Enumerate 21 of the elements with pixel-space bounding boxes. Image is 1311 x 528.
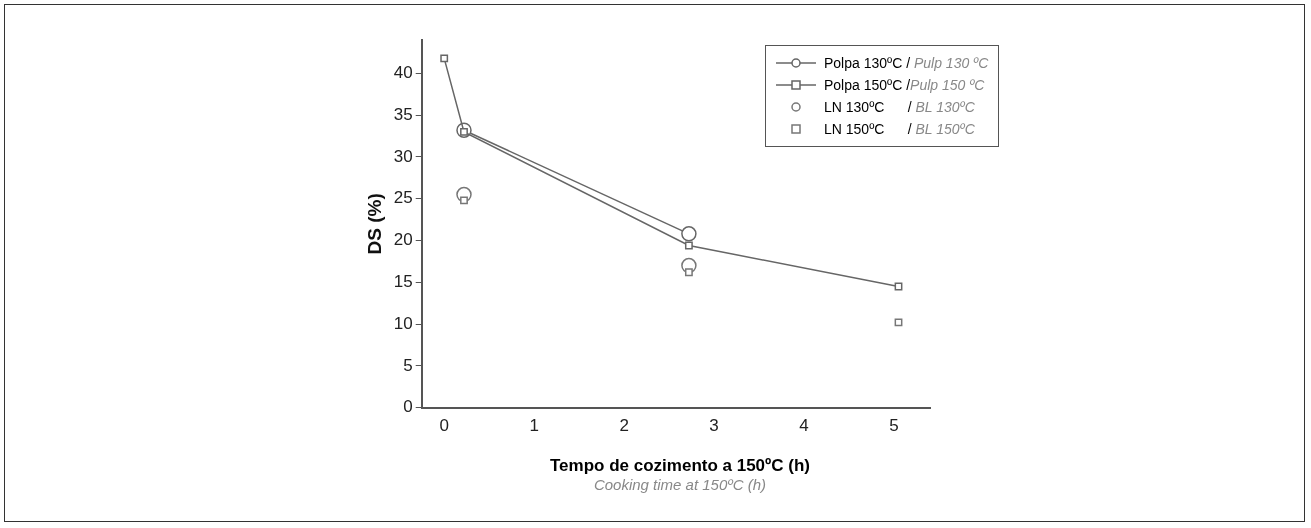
x-tick-label: 5 xyxy=(889,416,899,436)
y-tick-label: 20 xyxy=(393,230,413,250)
legend-label: LN 130ºC / BL 130ºC xyxy=(824,99,975,115)
legend-label: Polpa 150ºC /Pulp 150 ºC xyxy=(824,77,985,93)
legend-label: Polpa 130ºC / Pulp 130 ºC xyxy=(824,55,989,71)
x-tick-label: 0 xyxy=(439,416,449,436)
y-tick-label: 15 xyxy=(393,271,413,291)
y-tick-label: 25 xyxy=(393,188,413,208)
y-tick-label: 40 xyxy=(393,63,413,83)
y-axis-title: DS (%) xyxy=(363,193,385,255)
y-tick-label: 0 xyxy=(403,397,413,417)
x-axis-title: Tempo de cozimento a 150ºC (h) Cooking time at 150ºC (h) xyxy=(549,456,811,493)
x-tick-label: 3 xyxy=(709,416,719,436)
y-tick-label: 30 xyxy=(393,146,413,166)
x-tick-label: 4 xyxy=(799,416,809,436)
legend-label: LN 150ºC / BL 150ºC xyxy=(824,121,975,137)
y-tick-label: 10 xyxy=(393,313,413,333)
x-tick-label: 1 xyxy=(529,416,539,436)
x-tick-label: 2 xyxy=(619,416,629,436)
y-tick-label: 35 xyxy=(393,104,413,124)
y-tick-label: 5 xyxy=(403,355,413,375)
